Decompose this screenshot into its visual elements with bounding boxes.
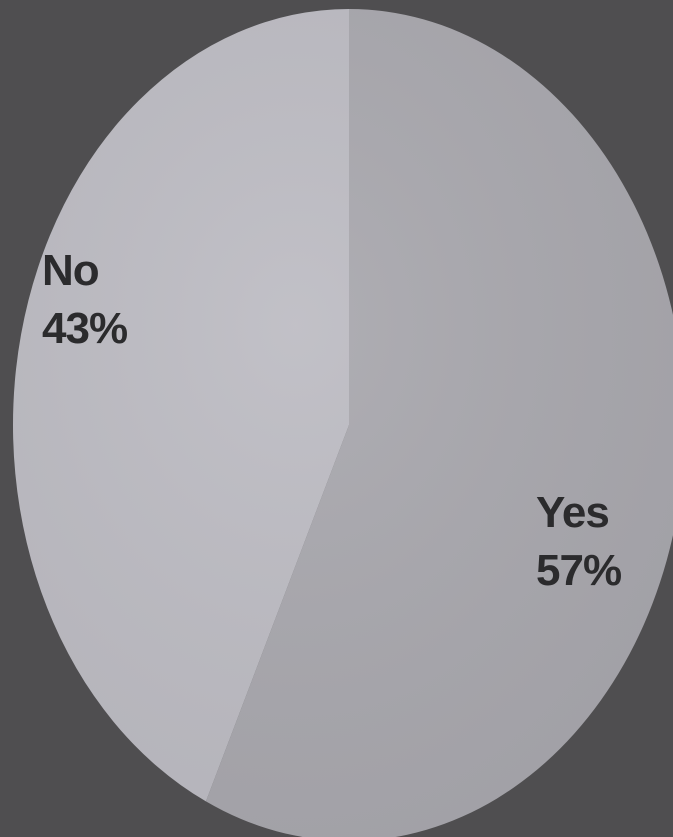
slice-label-no: No 43% xyxy=(42,242,128,358)
slice-label-no-name: No xyxy=(42,246,100,295)
slice-label-yes-name: Yes xyxy=(536,488,610,537)
slice-label-yes: Yes 57% xyxy=(536,484,622,600)
slice-label-yes-percent: 57% xyxy=(536,546,622,595)
slice-label-no-percent: 43% xyxy=(42,304,128,353)
